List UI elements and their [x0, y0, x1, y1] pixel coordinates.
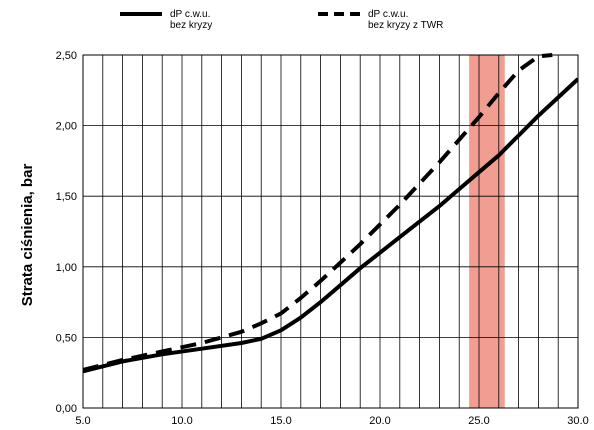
y-tick-label: 0,50 [56, 332, 77, 344]
legend-label-2: dP c.w.u. [368, 9, 408, 20]
series-line-2 [83, 53, 553, 372]
x-tick-label: 20.0 [369, 415, 390, 427]
highlight-band-layer [469, 55, 505, 408]
series-layer [83, 53, 578, 374]
x-tick-label: 30.0 [567, 415, 588, 427]
grid-layer [82, 54, 579, 409]
x-tick-label: 25.0 [468, 415, 489, 427]
axis-layer: 5.0 10.0 15.0 20.0 25.0 30.0 0,00 0,50 1,00 1,50 2… [56, 50, 589, 427]
series-line-1 [83, 77, 578, 374]
x-tick-label: 15.0 [270, 415, 291, 427]
y-tick-label: 1,50 [56, 191, 77, 203]
y-tick-label: 1,00 [56, 262, 77, 274]
y-tick-label: 0,00 [56, 403, 77, 415]
x-tick-label: 5.0 [75, 415, 90, 427]
y-tick-label: 2,50 [56, 50, 77, 62]
plot-frame [82, 54, 579, 409]
legend-label-2: bez kryzy z TWR [368, 20, 443, 31]
y-tick-label: 2,00 [56, 121, 77, 133]
legend-label-1: bez kryzy [170, 20, 212, 31]
legend-label-1: dP c.w.u. [170, 9, 210, 20]
y-axis-label: Strata ciśnienia, bar [19, 164, 36, 307]
x-tick-label: 10.0 [171, 415, 192, 427]
highlight-band [469, 55, 505, 408]
